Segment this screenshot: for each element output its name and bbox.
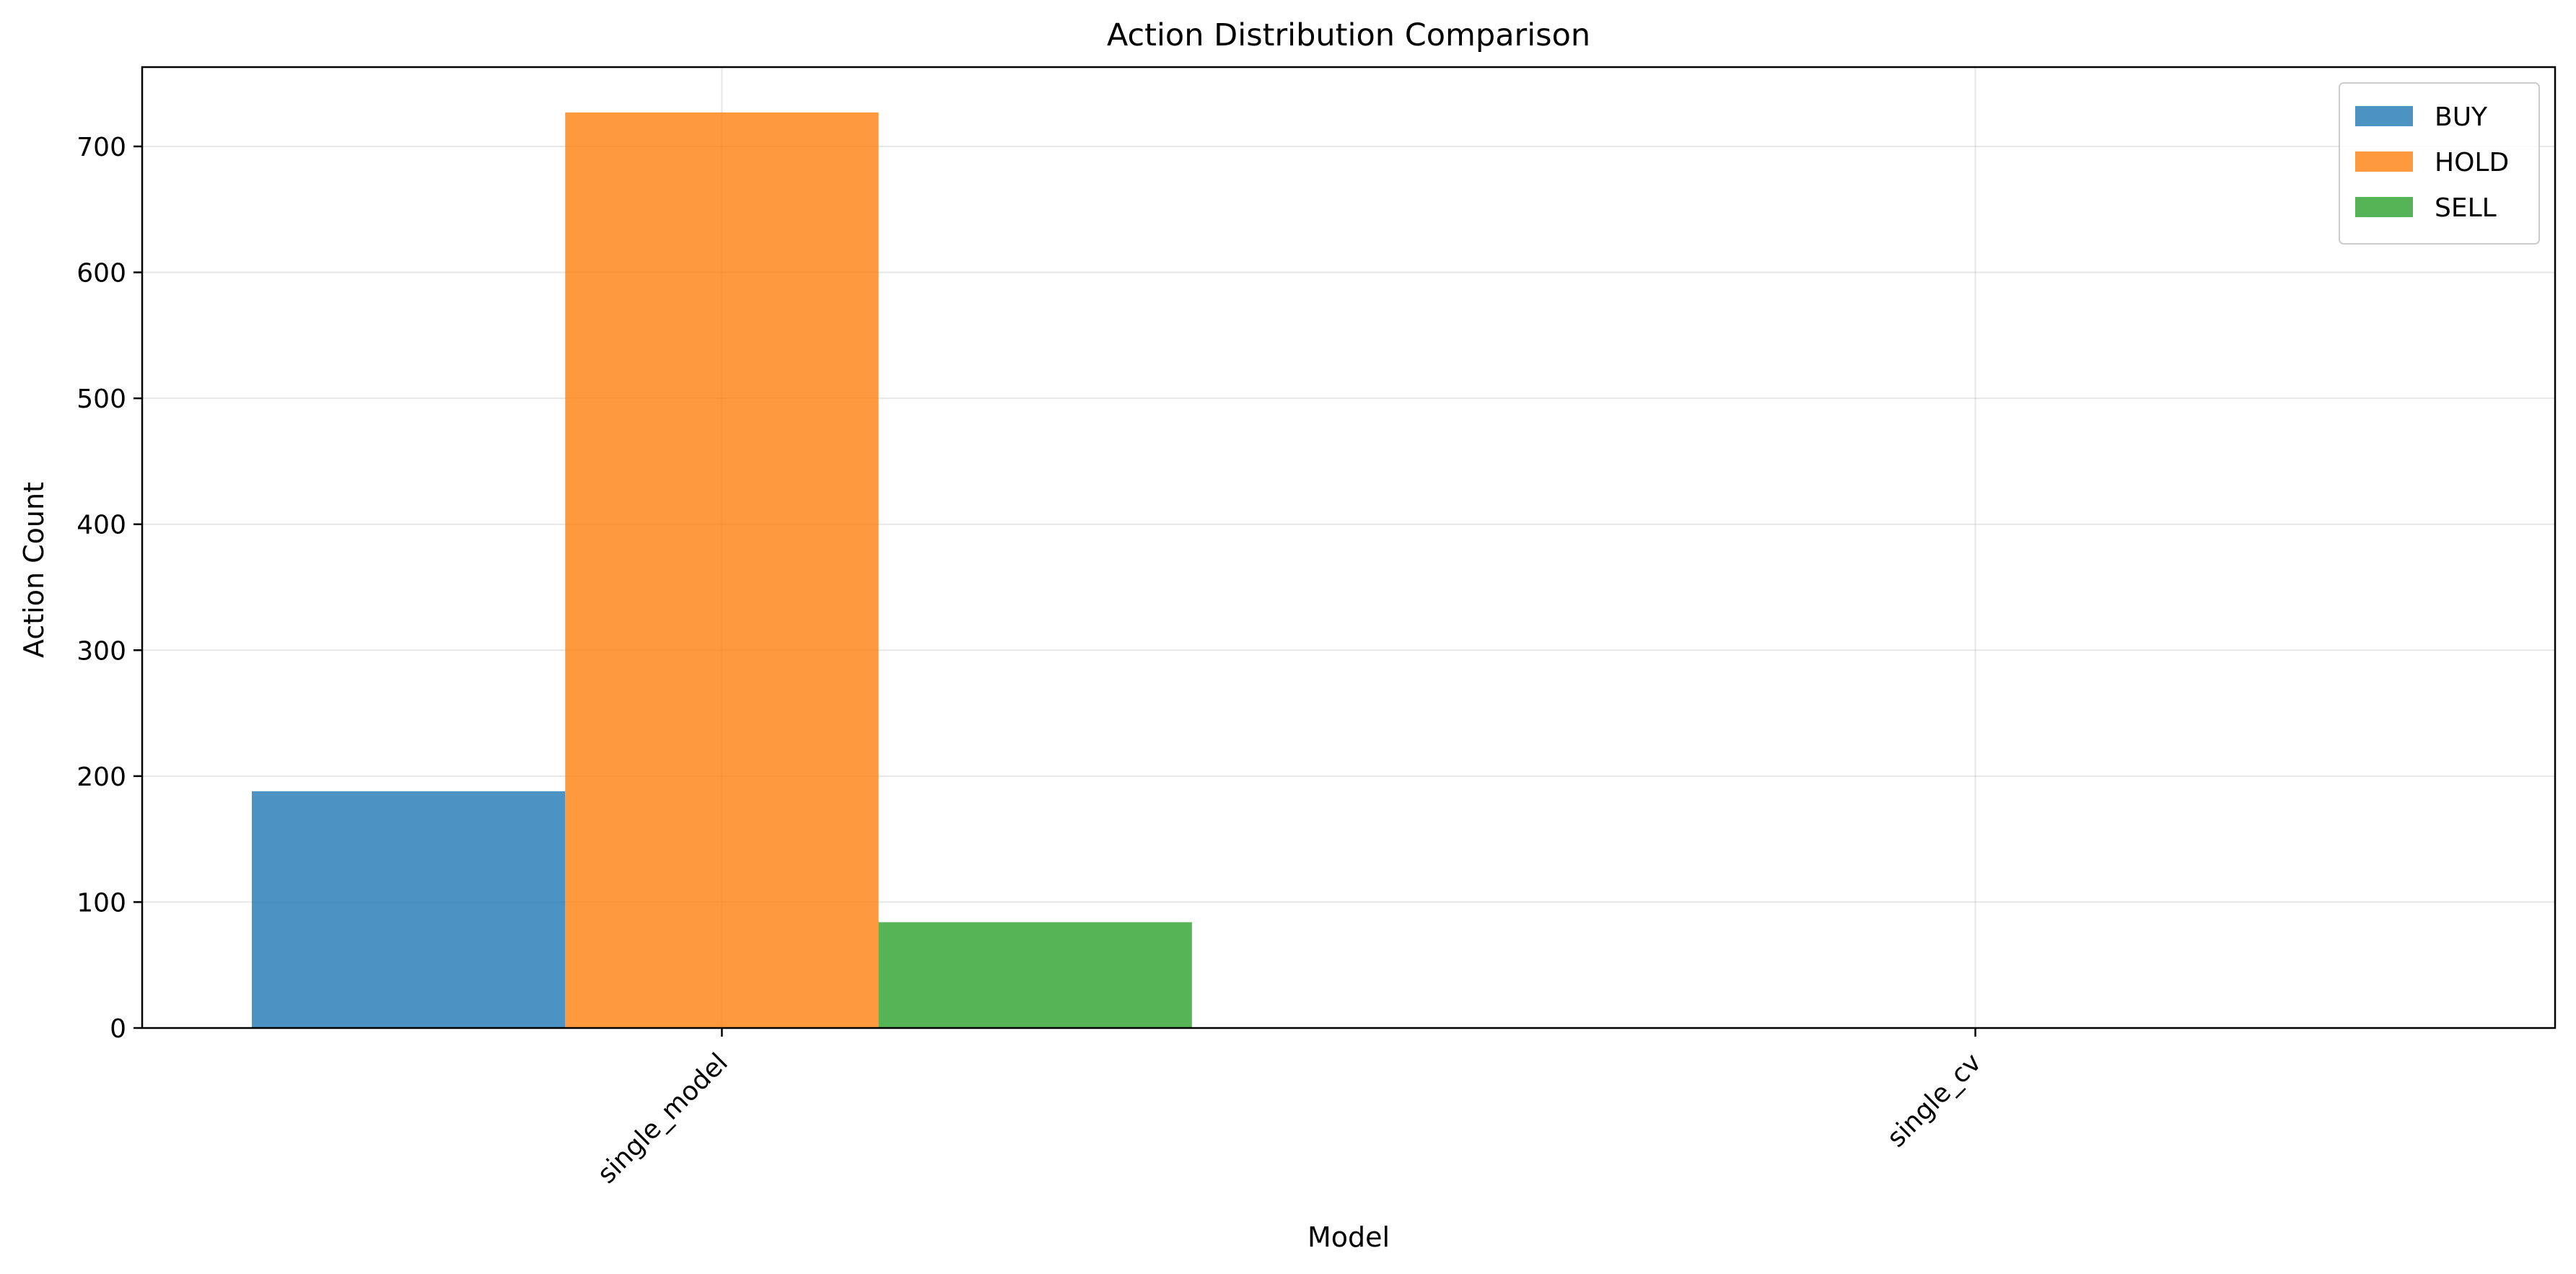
y-tick-label: 300 (76, 636, 126, 666)
x-axis-label: Model (1307, 1221, 1390, 1253)
axes (141, 66, 2557, 1029)
y-tick-label: 400 (76, 511, 126, 540)
bar-sell-single_model (878, 922, 1192, 1028)
bar-hold-single_model (565, 112, 879, 1028)
y-tick-label: 500 (76, 385, 126, 414)
y-tick-label: 200 (76, 763, 126, 792)
legend-label-buy: BUY (2435, 102, 2488, 132)
y-tick-label: 600 (76, 259, 126, 289)
legend: BUY HOLD SELL (2339, 82, 2540, 245)
legend-label-sell: SELL (2435, 193, 2497, 223)
legend-label-hold: HOLD (2435, 148, 2509, 177)
bars (252, 112, 1192, 1028)
chart-title: Action Distribution Comparison (1107, 17, 1590, 53)
y-tick-label: 100 (76, 888, 126, 918)
legend-swatch-hold (2355, 151, 2413, 172)
y-axis-label: Action Count (18, 482, 50, 658)
legend-swatch-sell (2355, 197, 2413, 217)
y-tick-label: 0 (110, 1014, 126, 1044)
plot-frame (141, 66, 2557, 1029)
legend-swatch-buy (2355, 106, 2413, 126)
y-tick-label: 700 (76, 133, 126, 162)
bar-buy-single_model (252, 791, 566, 1028)
